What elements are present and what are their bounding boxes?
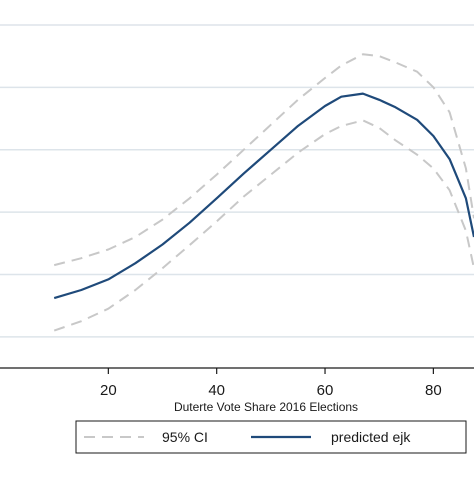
- x-tick-label-3: 80: [425, 382, 442, 399]
- x-tick-label-0: 20: [100, 382, 117, 399]
- plot-area: [0, 0, 474, 368]
- x-axis-title: Duterte Vote Share 2016 Elections: [174, 400, 358, 414]
- x-tick-label-2: 60: [317, 382, 334, 399]
- legend-label-0: 95% CI: [162, 429, 208, 445]
- series-line-2: [53, 92, 474, 300]
- legend-label-1: predicted ejk: [331, 429, 411, 445]
- series-line-1: [53, 119, 474, 332]
- x-tick-label-1: 40: [208, 382, 225, 399]
- series-line-0: [53, 53, 474, 267]
